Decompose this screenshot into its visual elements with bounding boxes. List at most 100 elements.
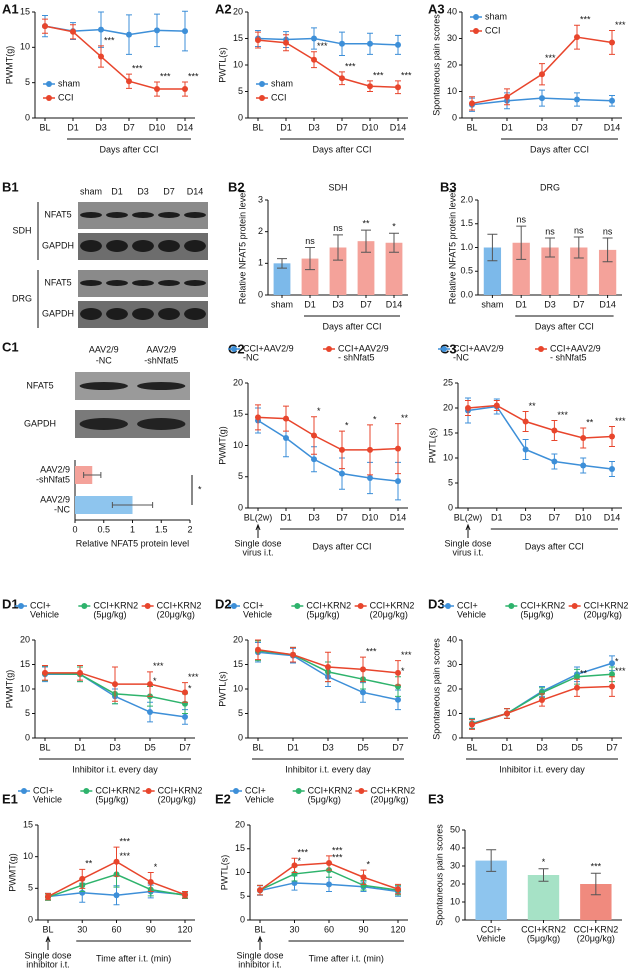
legend-marker bbox=[46, 95, 52, 101]
blot-band bbox=[158, 308, 180, 320]
significance: *** bbox=[332, 845, 343, 855]
significance: * bbox=[198, 484, 202, 494]
y-axis-label: PWMT(g) bbox=[7, 853, 17, 892]
x-tick-label: CCI+KRN2 bbox=[573, 924, 618, 934]
y-tick-label: 15 bbox=[443, 427, 453, 437]
y-tick-label: 5 bbox=[238, 708, 243, 718]
point bbox=[395, 445, 401, 452]
panel-label: D3 bbox=[428, 596, 445, 611]
blot-band bbox=[158, 212, 180, 218]
significance: ns bbox=[574, 225, 584, 235]
series-line bbox=[257, 416, 399, 451]
y-tick-label: 40 bbox=[447, 634, 457, 644]
lane-label: D1 bbox=[111, 186, 123, 196]
point bbox=[504, 93, 510, 100]
x-tick-label: (20μg/kg) bbox=[577, 933, 615, 943]
legend-marker bbox=[326, 346, 332, 352]
blot-band bbox=[132, 240, 154, 252]
x-tick-label: D1 bbox=[491, 512, 503, 522]
legend-label: (5μg/kg) bbox=[95, 794, 128, 804]
panel-label: E2 bbox=[215, 791, 231, 806]
legend-label: CCI+ bbox=[33, 785, 54, 795]
y-tick-label: 0 bbox=[452, 112, 457, 122]
panel-label: E3 bbox=[428, 791, 444, 806]
bar bbox=[357, 241, 375, 295]
x-tick-label: 90 bbox=[146, 924, 156, 934]
point bbox=[290, 651, 296, 658]
x-tick-label: sham bbox=[271, 299, 293, 309]
bar bbox=[75, 496, 133, 514]
x-tick-label: 2 bbox=[187, 524, 192, 534]
point bbox=[154, 86, 160, 93]
point bbox=[609, 433, 615, 440]
significance: *** bbox=[298, 848, 309, 858]
point bbox=[609, 671, 615, 678]
point bbox=[325, 663, 331, 670]
legend-marker bbox=[145, 788, 152, 794]
row-label: NFAT5 bbox=[26, 380, 53, 390]
x-tick-label: BL bbox=[254, 924, 265, 934]
point bbox=[182, 891, 188, 898]
legend-label: CCI+AAV2/9 bbox=[243, 343, 294, 353]
series-line bbox=[467, 405, 613, 470]
x-tick-label: 120 bbox=[390, 924, 405, 934]
legend-marker bbox=[445, 603, 451, 609]
legend-marker bbox=[231, 346, 237, 352]
y-tick-label: 10 bbox=[235, 867, 245, 877]
point bbox=[113, 892, 120, 899]
point bbox=[339, 446, 345, 453]
y-tick-label: 0 bbox=[452, 732, 457, 742]
lane-label: sham bbox=[80, 186, 102, 196]
x-axis-label: Days after CCI bbox=[312, 144, 371, 154]
significance: *** bbox=[160, 71, 171, 81]
x-tick-label: D14 bbox=[177, 122, 194, 132]
point bbox=[580, 435, 587, 441]
x-tick-label: BL bbox=[252, 122, 263, 132]
legend-label: sham bbox=[58, 78, 80, 88]
error-bar bbox=[111, 502, 154, 508]
x-tick-label: 120 bbox=[177, 924, 192, 934]
point bbox=[574, 673, 580, 680]
x-tick-label: BL(2w) bbox=[244, 512, 273, 522]
legend-label: CCI+ bbox=[457, 600, 478, 610]
x-tick-label: D7 bbox=[392, 742, 404, 752]
point bbox=[395, 84, 401, 91]
x-tick-label: D1 bbox=[67, 122, 79, 132]
x-tick-label: D3 bbox=[536, 122, 548, 132]
x-tick-label: D7 bbox=[336, 122, 348, 132]
significance: *** bbox=[401, 650, 412, 660]
error-bar bbox=[333, 234, 343, 261]
panel-label: A3 bbox=[428, 1, 445, 16]
point bbox=[551, 458, 558, 465]
y-tick-label: 0.5 bbox=[460, 266, 473, 276]
x-axis-label: Time after i.t. (min) bbox=[309, 953, 384, 963]
blot-band bbox=[80, 240, 102, 252]
y-tick-label: AAV2/9 bbox=[40, 494, 70, 504]
point bbox=[539, 697, 545, 704]
legend-label: CCI+KRN2 bbox=[308, 785, 353, 795]
point bbox=[98, 53, 104, 60]
significance: * bbox=[367, 860, 371, 870]
legend-marker bbox=[538, 346, 544, 352]
x-tick-label: BL bbox=[39, 122, 50, 132]
bar bbox=[301, 258, 319, 295]
significance: *** bbox=[591, 862, 602, 872]
legend-label: - shNfat5 bbox=[550, 352, 587, 362]
significance: ** bbox=[580, 669, 588, 679]
y-tick-label: 20 bbox=[233, 6, 243, 16]
y-tick-label: 15 bbox=[233, 33, 243, 43]
point bbox=[98, 26, 104, 33]
legend-marker bbox=[46, 81, 52, 87]
x-tick-label: D1 bbox=[501, 122, 513, 132]
point bbox=[367, 446, 373, 453]
x-tick-label: D7 bbox=[549, 512, 561, 522]
error-bar bbox=[83, 472, 102, 478]
y-tick-label: 10 bbox=[447, 86, 457, 96]
legend-label: -NC bbox=[243, 352, 259, 362]
x-tick-label: BL bbox=[42, 924, 53, 934]
significance: *** bbox=[104, 35, 115, 45]
note: virus i.t. bbox=[452, 547, 483, 557]
y-tick-label: 0 bbox=[238, 502, 243, 512]
bar bbox=[273, 263, 291, 295]
y-axis-label: Spontaneous pain scores bbox=[431, 14, 441, 116]
